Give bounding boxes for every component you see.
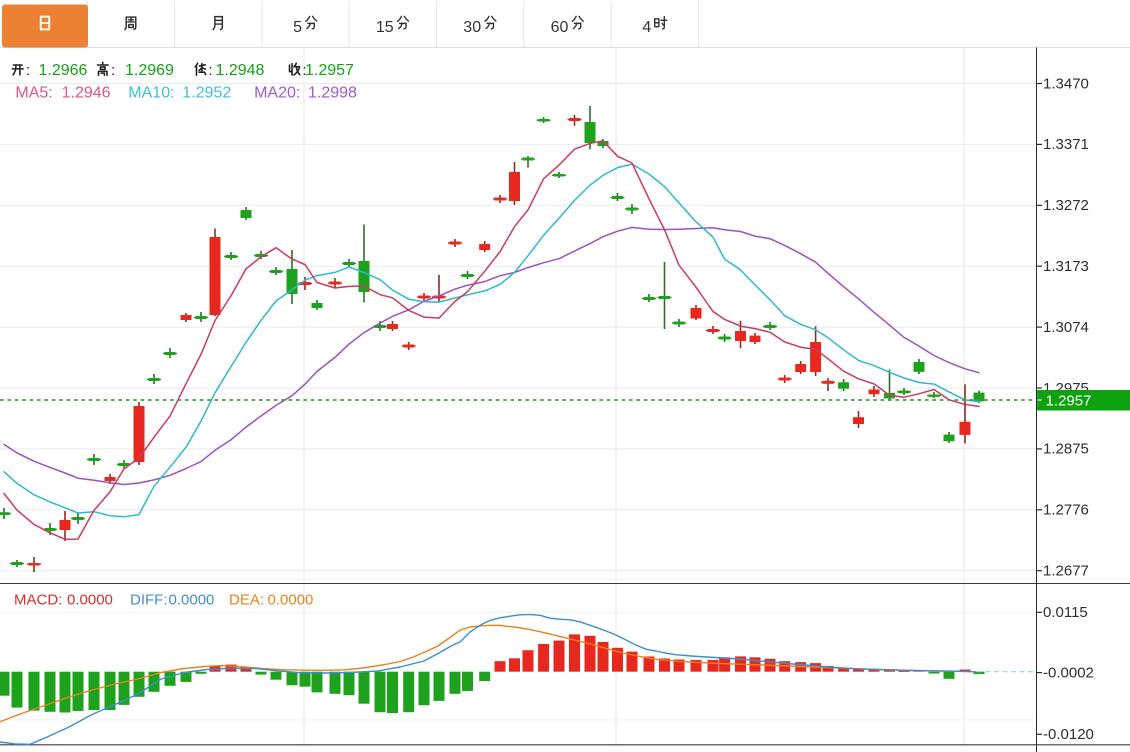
- svg-text:MACD:: MACD:: [14, 592, 62, 609]
- svg-text:1.2998: 1.2998: [308, 85, 357, 102]
- svg-text:15: 15: [376, 19, 394, 36]
- svg-text:MA10:: MA10:: [128, 85, 174, 102]
- svg-text:1.2776: 1.2776: [1043, 502, 1089, 519]
- svg-text:30: 30: [463, 19, 481, 36]
- svg-text:1.2952: 1.2952: [182, 85, 231, 102]
- svg-text:1.2957: 1.2957: [1046, 393, 1092, 410]
- svg-text:DEA:: DEA:: [229, 592, 264, 609]
- svg-text:1.3470: 1.3470: [1043, 75, 1089, 92]
- svg-text:0.0000: 0.0000: [169, 592, 215, 609]
- svg-text:0.0000: 0.0000: [67, 592, 113, 609]
- svg-text:1.2946: 1.2946: [62, 85, 111, 102]
- svg-text:5: 5: [293, 19, 302, 36]
- svg-text:MA20:: MA20:: [254, 85, 300, 102]
- svg-text:4: 4: [642, 19, 651, 36]
- svg-text::: :: [209, 62, 213, 79]
- svg-text:1.2948: 1.2948: [216, 62, 265, 79]
- svg-text:DIFF:: DIFF:: [130, 592, 168, 609]
- svg-text:1.3272: 1.3272: [1043, 197, 1089, 214]
- svg-text:60: 60: [551, 19, 569, 36]
- svg-text:1.2875: 1.2875: [1043, 441, 1089, 458]
- svg-text:0.0000: 0.0000: [268, 592, 314, 609]
- svg-text:MA5:: MA5:: [15, 85, 52, 102]
- svg-text:1.2677: 1.2677: [1043, 563, 1089, 580]
- svg-text::: :: [111, 62, 115, 79]
- svg-text:1.3074: 1.3074: [1043, 319, 1089, 336]
- svg-text:1.2966: 1.2966: [39, 62, 88, 79]
- svg-text:-0.0120: -0.0120: [1043, 726, 1094, 743]
- svg-text:1.3371: 1.3371: [1043, 136, 1089, 153]
- svg-text:-0.0002: -0.0002: [1043, 664, 1094, 681]
- svg-text:1.2957: 1.2957: [305, 62, 354, 79]
- svg-text::: :: [26, 62, 30, 79]
- svg-text:0.0115: 0.0115: [1043, 604, 1088, 621]
- svg-text:1.3173: 1.3173: [1043, 258, 1089, 275]
- svg-text:1.2969: 1.2969: [125, 62, 174, 79]
- svg-text::: :: [302, 62, 306, 79]
